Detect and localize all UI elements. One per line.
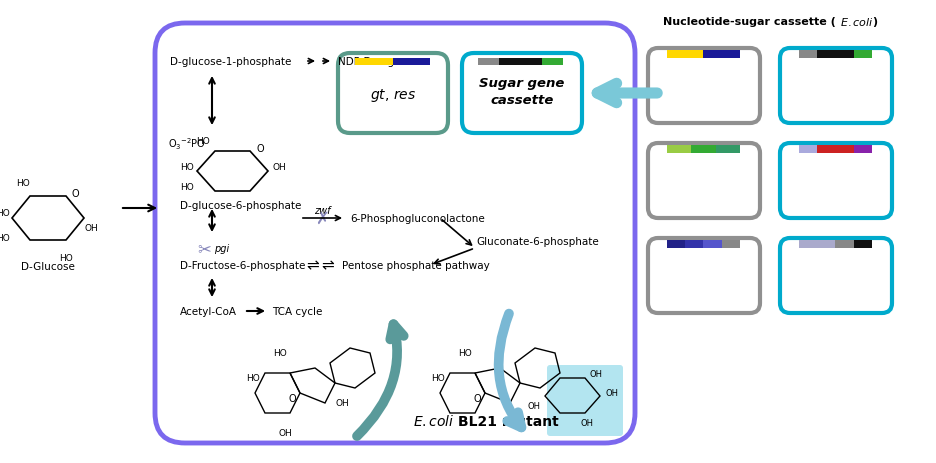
Text: HO: HO <box>431 374 445 383</box>
Text: OH: OH <box>335 399 349 407</box>
Text: $\it{E. coli}$: $\it{E. coli}$ <box>414 413 455 429</box>
Bar <box>685 51 704 59</box>
Text: OH: OH <box>580 418 593 427</box>
Bar <box>520 59 542 66</box>
Text: TCA cycle: TCA cycle <box>272 307 322 316</box>
FancyBboxPatch shape <box>462 54 582 134</box>
FancyBboxPatch shape <box>648 144 760 219</box>
Bar <box>478 59 499 66</box>
Text: HO: HO <box>181 182 194 191</box>
Text: 6-Phosphogluconolactone: 6-Phosphogluconolactone <box>350 213 485 224</box>
Text: OH: OH <box>590 369 603 379</box>
Text: ): ) <box>872 17 877 27</box>
Text: $\it{E. coli}$: $\it{E. coli}$ <box>840 16 874 28</box>
Text: $\it{gt}$, $\it{res}$: $\it{gt}$, $\it{res}$ <box>370 88 417 104</box>
Text: BL21 mutant: BL21 mutant <box>458 414 559 428</box>
Bar <box>667 146 692 154</box>
Bar <box>817 146 836 154</box>
Bar <box>355 59 373 66</box>
Bar <box>836 51 854 59</box>
Text: Nucleotide-sugar cassette (: Nucleotide-sugar cassette ( <box>663 17 836 27</box>
FancyBboxPatch shape <box>780 144 892 219</box>
Bar <box>817 51 836 59</box>
Text: D-glucose-1-phosphate: D-glucose-1-phosphate <box>170 57 291 67</box>
Text: HO: HO <box>246 374 260 383</box>
Bar <box>854 240 871 249</box>
Bar <box>392 59 411 66</box>
Text: HO: HO <box>0 209 10 218</box>
Bar <box>685 240 704 249</box>
FancyBboxPatch shape <box>547 365 623 436</box>
Bar <box>854 146 871 154</box>
FancyBboxPatch shape <box>155 24 635 443</box>
Text: O: O <box>288 393 296 403</box>
Bar <box>704 240 722 249</box>
Text: Pentose phosphate pathway: Pentose phosphate pathway <box>342 260 490 270</box>
Text: ⇌: ⇌ <box>322 258 334 273</box>
Text: D-glucose-6-phosphate: D-glucose-6-phosphate <box>180 200 301 211</box>
Bar <box>836 240 854 249</box>
Text: Gluconate-6-phosphate: Gluconate-6-phosphate <box>476 237 599 246</box>
Text: O: O <box>474 393 481 403</box>
Text: O: O <box>256 144 264 154</box>
Text: ✂: ✂ <box>197 239 211 257</box>
Bar <box>716 146 739 154</box>
Bar <box>542 59 563 66</box>
Bar <box>692 146 716 154</box>
FancyBboxPatch shape <box>648 49 760 124</box>
FancyBboxPatch shape <box>780 49 892 124</box>
FancyBboxPatch shape <box>648 238 760 313</box>
Bar <box>854 51 871 59</box>
Text: OH: OH <box>605 388 618 398</box>
Text: D-Fructose-6-phosphate: D-Fructose-6-phosphate <box>180 260 305 270</box>
Bar <box>667 240 685 249</box>
Text: D-Glucose: D-Glucose <box>22 262 75 271</box>
Text: HO: HO <box>273 349 286 358</box>
Bar <box>373 59 392 66</box>
Bar <box>704 51 722 59</box>
Text: ⇌: ⇌ <box>307 258 319 273</box>
Text: OH: OH <box>278 429 292 438</box>
Text: O: O <box>71 188 79 199</box>
Text: O$_3$$^{-2}$PO: O$_3$$^{-2}$PO <box>168 136 206 151</box>
Text: HO: HO <box>0 234 10 243</box>
FancyBboxPatch shape <box>780 238 892 313</box>
Text: HO: HO <box>181 162 194 171</box>
Bar <box>411 59 430 66</box>
Text: Sugar gene
cassette: Sugar gene cassette <box>479 77 564 107</box>
Bar <box>799 51 817 59</box>
Bar <box>667 51 685 59</box>
Text: Acetyl-CoA: Acetyl-CoA <box>180 307 237 316</box>
Text: ✗: ✗ <box>315 210 329 227</box>
Text: HO: HO <box>197 137 210 146</box>
Text: pgi: pgi <box>214 244 229 253</box>
Bar <box>722 240 739 249</box>
FancyBboxPatch shape <box>338 54 448 134</box>
Text: zwf: zwf <box>314 206 330 216</box>
Text: NDP-D-sugar: NDP-D-sugar <box>338 57 404 67</box>
Bar <box>836 146 854 154</box>
Text: HO: HO <box>59 253 73 263</box>
Text: OH: OH <box>527 401 540 411</box>
Text: OH: OH <box>272 162 285 171</box>
Bar <box>817 240 836 249</box>
Bar <box>499 59 520 66</box>
Text: OH: OH <box>84 224 97 233</box>
Text: HO: HO <box>458 349 472 358</box>
Bar <box>799 146 817 154</box>
Text: HO: HO <box>16 179 30 188</box>
Bar <box>722 51 739 59</box>
Bar <box>799 240 817 249</box>
